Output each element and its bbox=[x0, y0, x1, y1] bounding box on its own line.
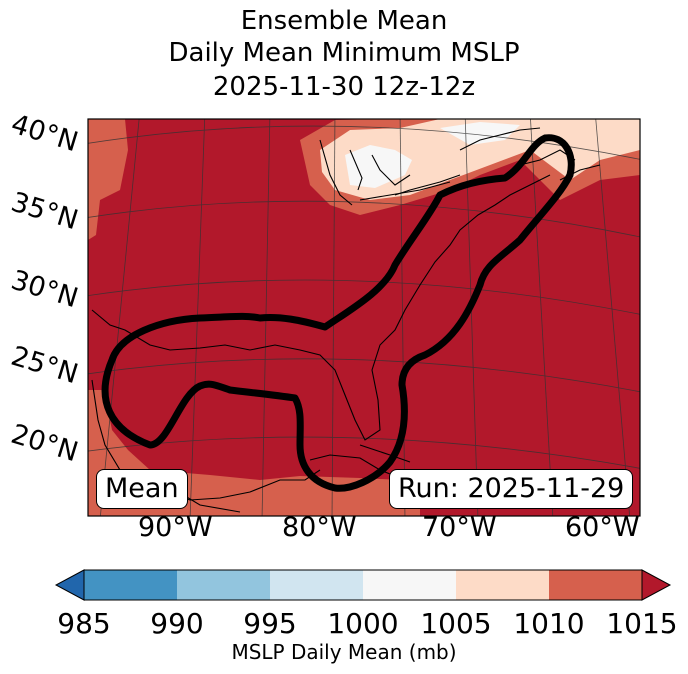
colorbar-segments bbox=[54, 569, 672, 601]
colorbar-tick-1005: 1005 bbox=[420, 607, 492, 640]
title-line-1: Ensemble Mean bbox=[240, 6, 448, 36]
title-line-3: 2025-11-30 12z-12z bbox=[212, 72, 476, 102]
lon-label-60w: 60°W bbox=[565, 512, 640, 543]
colorbar-segment bbox=[456, 570, 549, 600]
colorbar-segment bbox=[549, 570, 642, 600]
lon-label-80w: 80°W bbox=[282, 512, 357, 543]
mean-label-box: Mean bbox=[96, 469, 188, 509]
colorbar-tick-990: 990 bbox=[150, 607, 204, 640]
pressure-fill-core-2 bbox=[440, 122, 520, 145]
colorbar-extend-high bbox=[641, 569, 672, 601]
colorbar-tick-1000: 1000 bbox=[327, 607, 399, 640]
colorbar-segment bbox=[270, 570, 363, 600]
colorbar-segment bbox=[177, 570, 270, 600]
pressure-fill-west bbox=[88, 119, 128, 240]
colorbar-segment bbox=[363, 570, 456, 600]
colorbar-tick-985: 985 bbox=[57, 607, 111, 640]
lon-label-90w: 90°W bbox=[138, 512, 213, 543]
colorbar-extend-low bbox=[54, 569, 85, 601]
lon-label-70w: 70°W bbox=[422, 512, 497, 543]
map-frame bbox=[87, 118, 641, 517]
colorbar-frame bbox=[83, 569, 643, 601]
run-label-box: Run: 2025-11-29 bbox=[389, 469, 634, 509]
coastline bbox=[91, 127, 601, 513]
probability-contour bbox=[101, 134, 575, 492]
colorbar-tick-1015: 1015 bbox=[606, 607, 678, 640]
colorbar-label: MSLP Daily Mean (mb) bbox=[231, 640, 457, 664]
title-line-2: Daily Mean Minimum MSLP bbox=[168, 38, 520, 68]
colorbar-tick-1010: 1010 bbox=[513, 607, 585, 640]
colorbar-segment bbox=[84, 570, 177, 600]
colorbar-tick-995: 995 bbox=[243, 607, 297, 640]
